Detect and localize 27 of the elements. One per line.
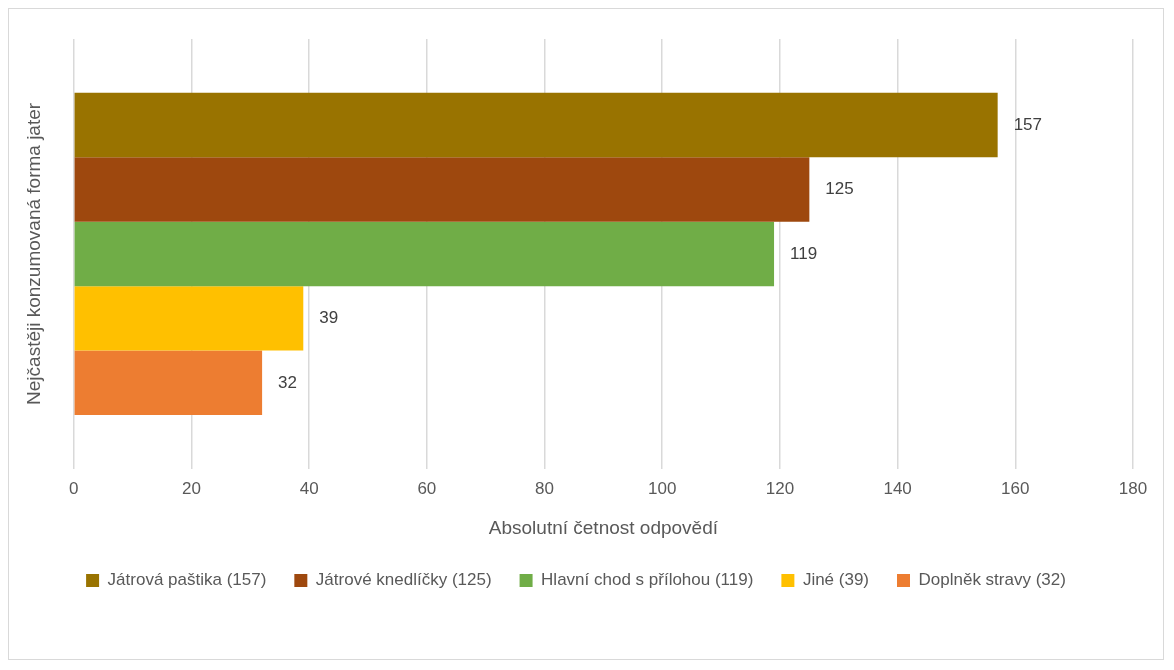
data-label: 157: [1013, 114, 1043, 134]
x-tick-label: 180: [1118, 478, 1148, 498]
bar: [74, 286, 304, 351]
bar: [74, 157, 810, 222]
x-tick-label: 40: [299, 478, 319, 498]
legend-label: Jiné (39): [802, 570, 870, 590]
legend-label: Doplněk stravy (32): [918, 570, 1066, 590]
x-tick-label: 60: [417, 478, 437, 498]
legend-label: Játrová paštika (157): [107, 570, 267, 590]
bar: [74, 350, 263, 416]
x-tick-label: 20: [182, 478, 201, 498]
x-tick-label: 160: [1001, 478, 1030, 498]
x-tick-label: 100: [648, 478, 677, 498]
legend-label: Játrové knedlíčky (125): [315, 570, 492, 590]
data-label: 119: [790, 243, 818, 263]
data-label: 125: [825, 179, 854, 199]
bar: [74, 92, 998, 158]
x-tick-label: 140: [883, 478, 912, 498]
bar: [74, 221, 775, 287]
legend-label: Hlavní chod s přílohou (119): [541, 570, 754, 590]
x-tick-label: 0: [69, 478, 79, 498]
x-axis-title: Absolutní četnost odpovědí: [488, 516, 719, 538]
y-axis-title: Nejčastěji konzumovaná forma jater: [22, 102, 44, 405]
x-tick-label: 80: [535, 478, 555, 498]
data-label: 32: [278, 372, 298, 392]
x-tick-label: 120: [765, 478, 795, 498]
data-label: 39: [319, 308, 339, 328]
